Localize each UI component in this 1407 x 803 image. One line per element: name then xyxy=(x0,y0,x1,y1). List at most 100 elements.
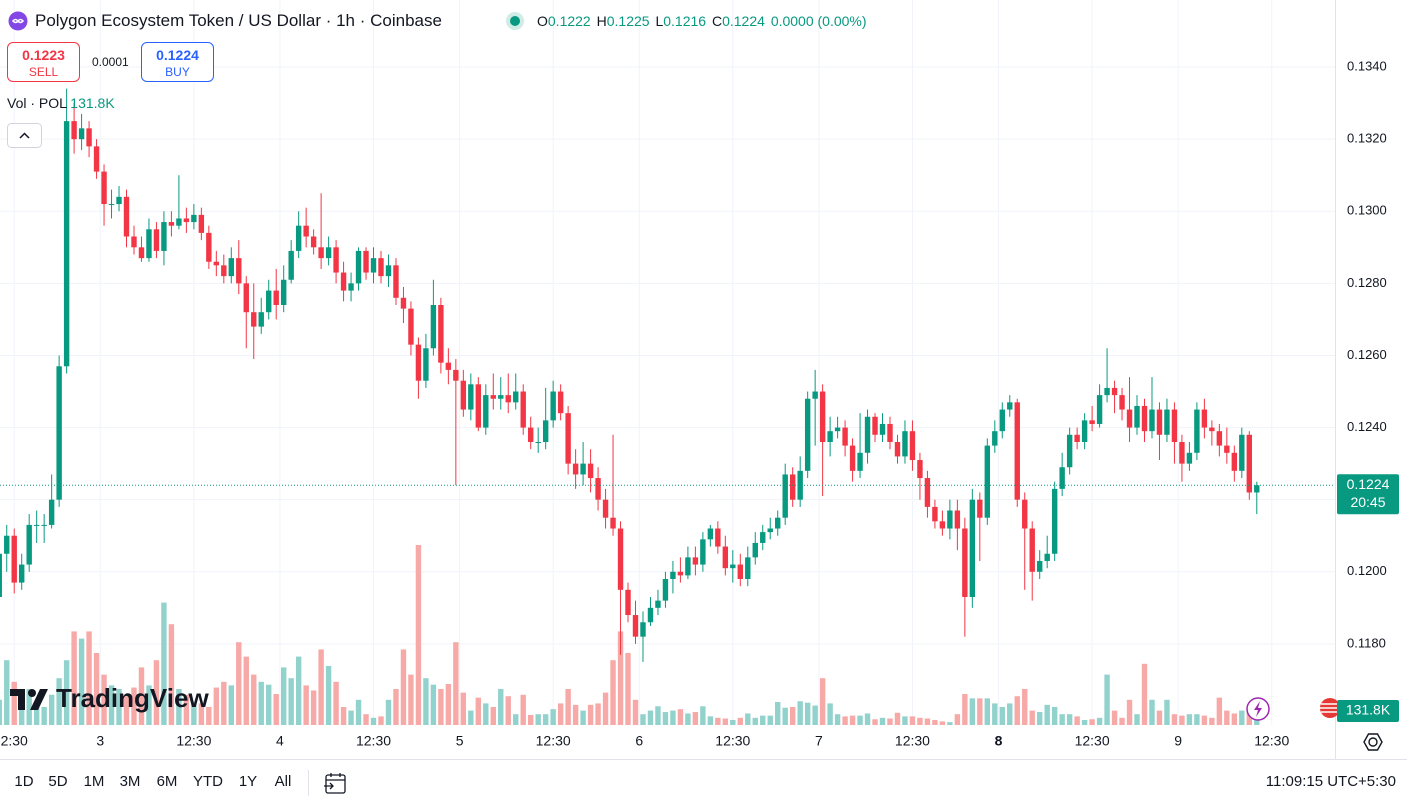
alert-icon-bolt xyxy=(1254,701,1262,717)
volume-bar xyxy=(1171,714,1178,725)
candle-body xyxy=(1089,420,1095,424)
volume-bar xyxy=(131,687,137,725)
volume-bar xyxy=(819,678,826,725)
candle-body xyxy=(1149,409,1155,432)
range-button[interactable]: 3M xyxy=(119,773,141,790)
collapse-button[interactable] xyxy=(7,123,42,148)
candle-body xyxy=(947,510,953,529)
candle-body xyxy=(101,171,107,205)
volume-bar xyxy=(1194,714,1200,725)
volume-bar xyxy=(1022,689,1028,725)
volume-bar xyxy=(101,674,107,725)
clock[interactable]: 11:09:15 UTC+5:30 xyxy=(1265,773,1396,790)
candle-body xyxy=(176,218,182,226)
candle-body xyxy=(580,463,586,475)
candle-body xyxy=(280,279,287,305)
candle-body xyxy=(393,265,399,298)
candle-body xyxy=(251,312,257,327)
x-tick-label: 3 xyxy=(96,733,104,749)
candle-body xyxy=(572,463,579,475)
settings-icon[interactable] xyxy=(1363,733,1383,751)
range-button[interactable]: All xyxy=(274,773,292,790)
volume-bar xyxy=(41,707,47,725)
volume-bar xyxy=(670,710,676,725)
candle-body xyxy=(146,229,152,259)
candle-body xyxy=(595,478,601,500)
bar-countdown: 20:45 xyxy=(1350,494,1385,510)
x-tick-label: 12:30 xyxy=(895,733,930,749)
candle-body xyxy=(19,564,25,583)
candle-body xyxy=(707,528,714,540)
toolbar-divider xyxy=(0,759,1407,760)
volume-bar xyxy=(602,692,609,725)
range-button[interactable]: 1Y xyxy=(238,773,258,790)
volume-bar xyxy=(640,714,646,725)
volume-bar xyxy=(767,715,773,725)
volume-bar xyxy=(752,717,758,725)
volume-bar xyxy=(617,631,624,725)
volume-bar xyxy=(273,694,279,725)
candle-body xyxy=(4,535,10,554)
volume-bar xyxy=(1126,699,1133,725)
candle-body xyxy=(363,250,369,273)
range-button[interactable]: 6M xyxy=(156,773,178,790)
candle-body xyxy=(992,431,998,446)
candle-body xyxy=(93,146,100,172)
ohlc-legend: O0.1222 H0.1225 L0.1216 C0.1224 0.0000 (… xyxy=(537,13,867,29)
candle-body xyxy=(513,391,519,403)
candle-body xyxy=(528,427,534,442)
candle-body xyxy=(602,499,609,518)
ohlc-letter: H xyxy=(596,13,607,29)
candle-body xyxy=(782,474,788,518)
volume-bar xyxy=(183,694,190,725)
volume-bar xyxy=(400,649,407,725)
date-range-icon[interactable] xyxy=(323,771,349,797)
volume-bar xyxy=(1216,697,1223,725)
currency-flag-stripes xyxy=(1320,703,1340,713)
range-button[interactable]: 5D xyxy=(48,773,68,790)
candle-body xyxy=(243,283,249,313)
sell-button[interactable]: 0.1223 SELL xyxy=(7,42,80,82)
range-button[interactable]: 1D xyxy=(14,773,34,790)
volume-bar xyxy=(176,689,182,725)
candle-body xyxy=(78,128,85,140)
volume-bar xyxy=(1037,712,1043,725)
watermark-glyph xyxy=(30,689,48,710)
volume-bar xyxy=(161,602,167,725)
buy-button[interactable]: 0.1224 BUY xyxy=(141,42,214,82)
volume-bar xyxy=(340,707,347,725)
volume-bar xyxy=(879,717,886,725)
candle-body xyxy=(191,214,197,223)
candle-body xyxy=(969,499,976,598)
market-status[interactable] xyxy=(505,11,525,31)
candle-body xyxy=(662,578,669,601)
candle-body xyxy=(318,247,324,259)
candle-body xyxy=(1141,405,1148,432)
volume-bar xyxy=(1246,712,1252,725)
toolbar-separator xyxy=(308,770,309,796)
last-volume-label: 131.8K xyxy=(1346,702,1391,718)
volume-bar xyxy=(370,717,377,725)
volume-bar xyxy=(737,717,743,725)
last-price-label: 0.1224 xyxy=(1347,476,1390,492)
candle-body xyxy=(677,571,684,576)
candle-body xyxy=(625,589,631,616)
symbol-title[interactable]: Polygon Ecosystem Token / US Dollar · 1h… xyxy=(35,11,442,30)
volume-bar xyxy=(760,715,766,725)
volume-bar xyxy=(812,705,818,725)
y-tick-label: 0.1320 xyxy=(1347,131,1387,146)
range-button[interactable]: 1M xyxy=(83,773,105,790)
volume-bar xyxy=(1201,715,1208,725)
volume-bar xyxy=(999,707,1005,725)
candle-body xyxy=(887,423,893,442)
candle-body xyxy=(557,391,564,414)
candle-body xyxy=(617,528,624,590)
volume-bar xyxy=(78,638,85,725)
range-button[interactable]: YTD xyxy=(193,773,223,790)
volume-bar xyxy=(355,699,362,725)
candle-body xyxy=(460,380,467,410)
candle-body xyxy=(505,395,511,403)
volume-bar xyxy=(984,698,991,725)
candle-body xyxy=(1044,553,1050,561)
candle-body xyxy=(1216,431,1223,446)
